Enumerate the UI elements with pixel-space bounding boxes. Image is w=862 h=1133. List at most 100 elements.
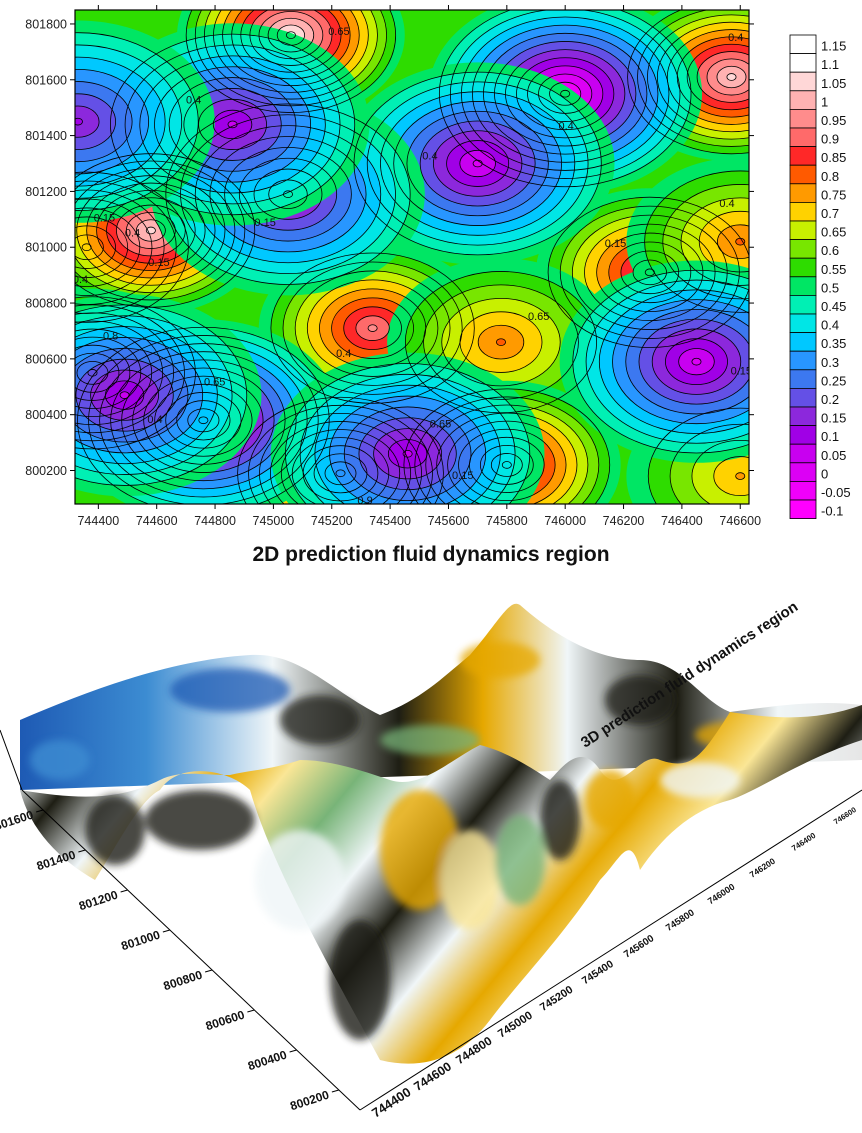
isoline [505, 49, 626, 139]
legend-label: 1.15 [821, 39, 846, 54]
contour-label: 0.15 [94, 212, 115, 224]
isoline [726, 73, 737, 81]
legend-label: 1.05 [821, 76, 846, 91]
surface-3d [0, 603, 862, 1111]
isoline [343, 406, 472, 502]
isoline [716, 65, 747, 89]
isoline [75, 207, 141, 287]
surface-x-tick-label: 744600 [411, 1059, 454, 1093]
contour-label: 0.65 [204, 376, 225, 388]
isoline [656, 21, 749, 133]
isoline [560, 89, 571, 98]
isoline [176, 400, 231, 441]
y-tick-label: 801600 [25, 73, 67, 87]
isoline [77, 326, 330, 504]
surface-y-tick-label: 801400 [35, 847, 78, 873]
contour-band [75, 106, 100, 138]
x-tick-label: 746000 [544, 514, 586, 528]
contour-label: 0.9 [357, 495, 372, 507]
surface-y-tick [35, 809, 44, 813]
contour-label: 0.15 [452, 470, 473, 482]
isoline [183, 88, 282, 161]
isoline [678, 348, 715, 376]
isoline [329, 395, 487, 504]
legend-label: 0.9 [821, 132, 839, 147]
isoline [75, 68, 150, 175]
isoline [584, 223, 716, 322]
surface-y-tick-label: 801600 [0, 807, 35, 833]
isoline [314, 384, 501, 504]
isoline [165, 103, 411, 285]
isoline [75, 171, 189, 323]
isoline [258, 11, 324, 60]
isoline [458, 428, 556, 502]
surface-x-tick-label: 745600 [622, 933, 656, 961]
isoline [165, 392, 242, 449]
isoline [324, 461, 357, 486]
chart-title: 2D prediction fluid dynamics region [252, 543, 610, 566]
contour-plot-frame [74, 9, 750, 505]
contour-band [691, 358, 702, 366]
isoline [572, 269, 749, 454]
isoline [75, 304, 248, 486]
isoline [355, 315, 390, 341]
surface-y-tick-label: 801200 [77, 887, 120, 913]
contour-band [713, 456, 749, 496]
isoline [450, 10, 681, 179]
isoline [88, 335, 319, 504]
isoline [676, 36, 749, 118]
contour-label: 0.15 [148, 257, 169, 269]
surface-y-tick-label: 800800 [162, 967, 205, 993]
isoline [124, 44, 341, 205]
isoline [135, 219, 166, 242]
isoline [423, 284, 579, 400]
isoline [110, 351, 297, 490]
isoline [459, 149, 496, 178]
isoline [280, 429, 401, 504]
surface-y-tick [120, 889, 128, 893]
contour-label: 0.4 [559, 121, 574, 133]
x-tick-label: 745800 [486, 514, 528, 528]
isoline [194, 125, 382, 264]
legend-label: 0.95 [821, 113, 846, 128]
isoline [185, 10, 397, 113]
isoline [75, 326, 218, 465]
isoline [366, 81, 589, 246]
isoline [81, 243, 92, 252]
isoline [237, 396, 444, 504]
isoline [248, 404, 433, 504]
y-tick-label: 800400 [25, 408, 67, 422]
surface-x-tick-label: 745400 [580, 958, 616, 987]
isoline [608, 241, 692, 304]
legend-label: 0.15 [821, 411, 846, 426]
isoline [380, 91, 576, 236]
isoline [75, 160, 246, 301]
contour-label: 0.4 [125, 228, 140, 240]
isoline [75, 32, 199, 211]
isoline [86, 182, 216, 279]
isoline [75, 105, 100, 138]
isoline [696, 51, 749, 103]
isoline [638, 318, 749, 405]
isoline [75, 315, 233, 475]
y-axis-ticks: 801800 801600 801400 801200 801000 800800 8006… [25, 17, 754, 478]
isoline [168, 77, 297, 172]
isoline [240, 10, 342, 73]
isoline [75, 117, 83, 126]
x-tick-label: 744400 [77, 514, 119, 528]
isoline [75, 328, 153, 417]
isoline [75, 216, 129, 278]
contour-label: 0.4 [186, 94, 201, 106]
isoline [227, 120, 238, 129]
x-axis-ticks: 744400 744600 744800 745000 745200 745400 7456… [77, 5, 761, 528]
surface-axis-y [21, 789, 361, 1111]
isoline [483, 32, 648, 155]
legend-swatch [789, 499, 817, 520]
x-tick-label: 744800 [194, 514, 236, 528]
y-tick-label: 801200 [25, 185, 67, 199]
isoline [358, 417, 457, 491]
isoline [686, 43, 749, 111]
surface-y-tick-label: 800600 [204, 1007, 247, 1033]
isoline [441, 297, 561, 387]
